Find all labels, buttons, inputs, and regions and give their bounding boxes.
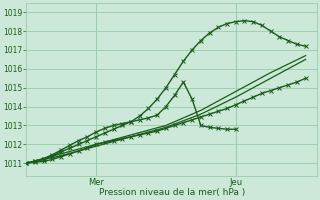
X-axis label: Pression niveau de la mer( hPa ): Pression niveau de la mer( hPa ) (99, 188, 245, 197)
